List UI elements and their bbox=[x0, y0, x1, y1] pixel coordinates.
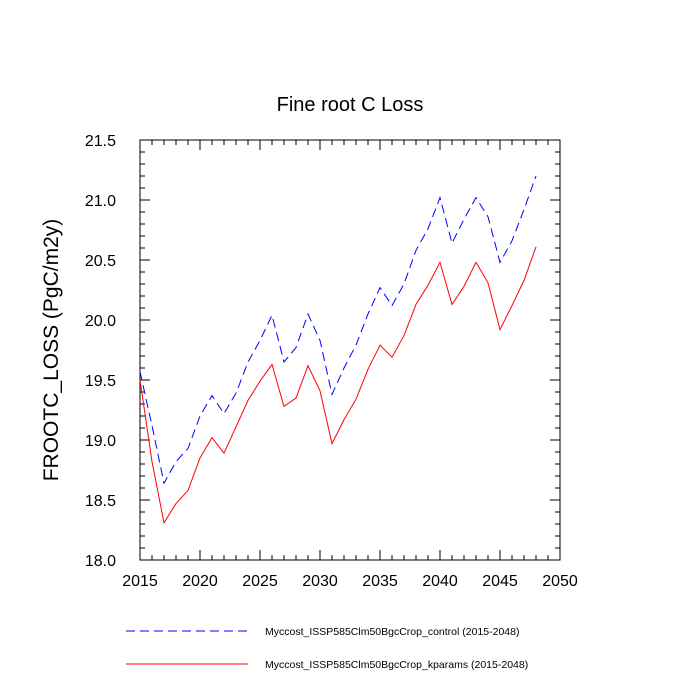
y-tick-label: 19.5 bbox=[85, 373, 116, 390]
x-tick-label: 2015 bbox=[122, 573, 158, 590]
x-tick-label: 2020 bbox=[182, 573, 218, 590]
x-tick-label: 2025 bbox=[242, 573, 278, 590]
legend-label-1: Myccost_ISSP585Clm50BgcCrop_control (201… bbox=[265, 626, 519, 638]
plot-area bbox=[139, 139, 561, 561]
x-tick-label: 2030 bbox=[302, 573, 338, 590]
x-tick-label: 2035 bbox=[362, 573, 398, 590]
x-tick-label: 2050 bbox=[542, 573, 578, 590]
y-tick-label: 20.5 bbox=[85, 253, 116, 270]
y-axis-tick-labels: 18.0 18.5 19.0 19.5 20.0 20.5 21.0 21.5 bbox=[85, 133, 116, 570]
y-tick-label: 20.0 bbox=[85, 313, 116, 330]
axis-ticks bbox=[139, 139, 561, 561]
y-tick-label: 18.5 bbox=[85, 493, 116, 510]
y-axis-label: FROOTC_LOSS (PgC/m2y) bbox=[40, 219, 63, 482]
x-axis-tick-labels: 2015 2020 2025 2030 2035 2040 2045 2050 bbox=[122, 573, 578, 590]
y-tick-label: 19.0 bbox=[85, 433, 116, 450]
x-tick-label: 2045 bbox=[482, 573, 518, 590]
series-line-2 bbox=[139, 246, 537, 525]
y-tick-label: 18.0 bbox=[85, 553, 116, 570]
y-tick-label: 21.5 bbox=[85, 133, 116, 150]
y-tick-label: 21.0 bbox=[85, 193, 116, 210]
series-lines bbox=[139, 175, 537, 525]
legend: Myccost_ISSP585Clm50BgcCrop_control (201… bbox=[126, 626, 528, 671]
legend-label-2: Myccost_ISSP585Clm50BgcCrop_kparams (201… bbox=[265, 659, 528, 671]
series-line-1 bbox=[139, 175, 537, 485]
x-tick-label: 2040 bbox=[422, 573, 458, 590]
chart-title: Fine root C Loss bbox=[277, 94, 424, 116]
